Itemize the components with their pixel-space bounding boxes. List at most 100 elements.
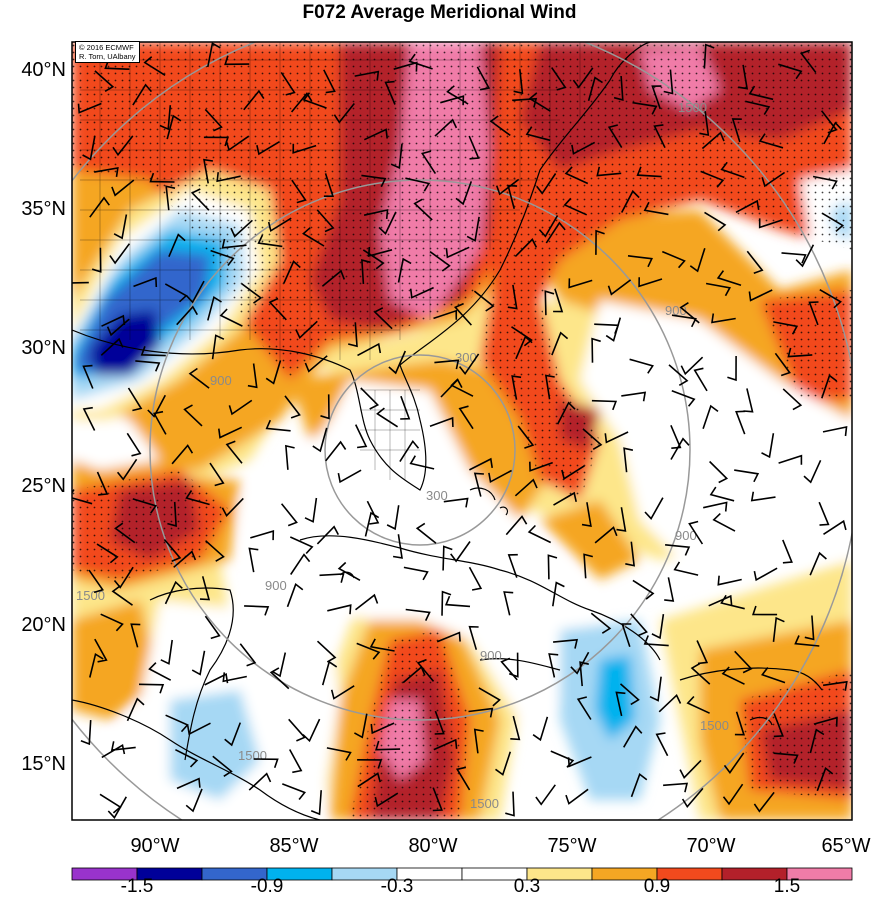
admin-boundaries <box>80 42 581 480</box>
wind-barb <box>409 286 434 299</box>
wind-barb <box>225 440 243 464</box>
wind-barb <box>538 215 559 238</box>
wind-barb <box>553 638 579 649</box>
wind-barb <box>738 64 749 90</box>
wind-barb <box>100 613 124 632</box>
wind-barb <box>716 270 742 286</box>
wind-barb <box>295 320 318 340</box>
wind-barb <box>591 337 601 363</box>
wind-barb <box>804 615 815 641</box>
wind-barb <box>442 545 453 571</box>
wind-barb <box>693 367 708 392</box>
wind-barb <box>579 661 589 687</box>
wind-barb <box>532 716 549 742</box>
wind-barb <box>321 269 346 287</box>
lat-label: 40°N <box>21 59 66 81</box>
wind-barb <box>621 623 632 648</box>
wind-barb <box>565 788 589 805</box>
wind-barb <box>681 787 704 809</box>
ring-label: 1500 <box>700 718 729 733</box>
wind-barb <box>373 307 393 330</box>
wind-barb <box>356 642 381 660</box>
wind-barb <box>204 615 221 640</box>
wind-barb <box>818 501 830 526</box>
wind-barb <box>816 766 834 792</box>
wind-barb <box>717 575 742 586</box>
wind-barb <box>290 553 311 575</box>
wind-barb <box>450 541 471 563</box>
wind-barb <box>257 234 283 248</box>
wind-barb <box>446 85 469 105</box>
wind-barb <box>360 387 380 410</box>
wind-barb <box>636 166 662 178</box>
wind-barb <box>616 507 627 532</box>
wind-barb <box>495 178 520 196</box>
wind-barb <box>679 759 702 779</box>
wind-barb <box>822 680 848 691</box>
colorbar <box>71 867 853 881</box>
wind-barb <box>515 335 533 360</box>
wind-barb <box>321 660 338 686</box>
wind-barb <box>304 355 328 373</box>
credit-line: R. Torn, UAlbany <box>79 52 136 61</box>
lat-label: 30°N <box>21 337 66 359</box>
wind-barb <box>316 640 337 663</box>
wind-barb <box>82 364 94 389</box>
wind-barb <box>265 419 291 432</box>
wind-barb <box>544 374 555 400</box>
wind-barb <box>361 259 371 285</box>
wind-barb <box>458 353 480 376</box>
wind-barb <box>149 172 175 183</box>
wind-barb <box>199 576 211 601</box>
wind-barb <box>812 175 838 190</box>
wind-barb <box>663 69 674 95</box>
wind-barb <box>290 92 313 113</box>
wind-barb <box>429 251 451 272</box>
wind-barb <box>147 394 167 418</box>
wind-barb <box>271 652 287 678</box>
wind-barb <box>405 608 431 621</box>
wind-barb <box>212 755 233 777</box>
wind-barb <box>224 55 250 66</box>
wind-barb <box>337 469 362 484</box>
wind-barb <box>256 141 280 156</box>
ring-label: 900 <box>265 578 287 593</box>
wind-barb <box>204 108 223 132</box>
wind-barb <box>587 76 603 102</box>
wind-barb <box>165 185 176 211</box>
wind-barb <box>312 427 328 453</box>
wind-barb <box>468 135 480 160</box>
wind-barb <box>473 728 484 754</box>
wind-barb <box>665 544 691 556</box>
wind-barb <box>132 83 153 106</box>
wind-barb <box>367 246 393 258</box>
wind-barb <box>627 255 653 268</box>
ring-label: 900 <box>675 528 697 543</box>
wind-barb <box>408 53 433 70</box>
wind-barb <box>224 722 242 747</box>
wind-barb <box>505 515 528 536</box>
wind-barb <box>458 405 474 430</box>
wind-barb <box>720 161 745 179</box>
wind-barb <box>138 683 165 694</box>
wind-barb <box>823 121 843 145</box>
wind-barb <box>111 585 133 606</box>
colorbar-label: 0.3 <box>514 876 540 897</box>
wind-barb <box>292 143 317 154</box>
wind-barb <box>701 131 725 150</box>
wind-barb <box>325 440 347 462</box>
wind-barb <box>567 756 592 768</box>
wind-barb <box>651 85 662 110</box>
wind-barb <box>505 791 515 817</box>
wind-barb <box>413 198 433 221</box>
wind-barb <box>582 428 603 450</box>
wind-barb <box>478 687 501 707</box>
wind-barb <box>644 497 664 520</box>
wind-barb <box>795 244 815 268</box>
wind-barb <box>183 404 203 427</box>
wind-barb <box>355 593 379 611</box>
wind-barb <box>80 720 92 746</box>
wind-barb <box>166 114 182 140</box>
wind-barb <box>623 725 643 748</box>
wind-barb <box>176 777 201 790</box>
